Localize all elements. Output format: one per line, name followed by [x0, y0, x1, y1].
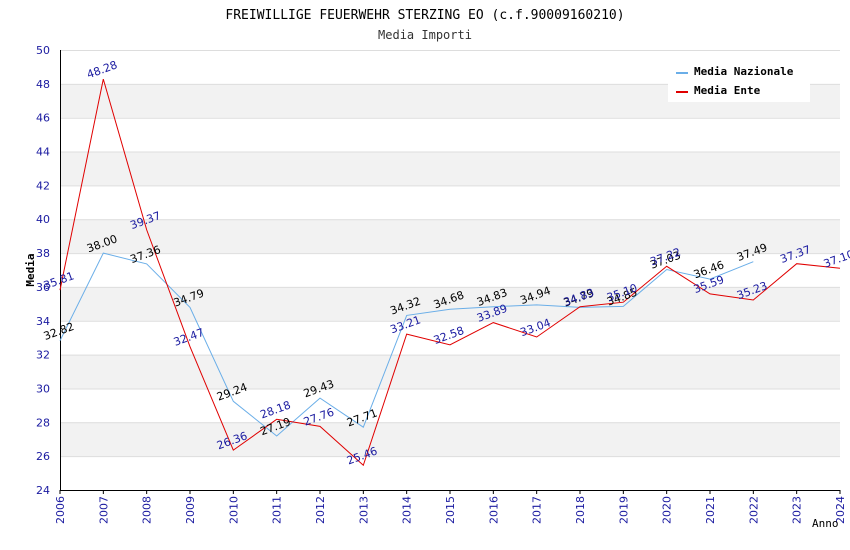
- x-tick-label: 2013: [357, 496, 370, 524]
- y-tick-label: 26: [36, 450, 50, 463]
- y-tick-label: 30: [36, 382, 50, 395]
- y-tick-label: 44: [36, 146, 50, 159]
- x-tick-label: 2008: [141, 496, 154, 524]
- x-axis-label: Anno: [812, 517, 839, 530]
- y-tick-label: 46: [36, 112, 50, 125]
- chart-subtitle: Media Importi: [378, 28, 472, 42]
- y-tick-label: 36: [36, 281, 50, 294]
- x-tick-labels: 2006 2007 2008 2009 2010 2011 2012 2013 2014 2015…: [54, 490, 847, 524]
- y-tick-label: 28: [36, 416, 50, 429]
- y-tick-label: 34: [36, 315, 50, 328]
- x-tick-label: 2010: [227, 496, 240, 524]
- x-tick-label: 2024: [834, 496, 847, 524]
- x-tick-label: 2014: [401, 496, 414, 524]
- x-tick-label: 2012: [314, 496, 327, 524]
- plot-band: [60, 354, 840, 389]
- x-tick-label: 2023: [791, 496, 804, 524]
- x-tick-label: 2009: [184, 496, 197, 524]
- data-label-media-ente: 32.47: [172, 326, 206, 349]
- y-tick-label: 24: [36, 484, 50, 497]
- chart-title: FREIWILLIGE FEUERWEHR STERZING EO (c.f.9…: [225, 8, 624, 23]
- y-tick-label: 40: [36, 213, 50, 226]
- plot-band: [60, 151, 840, 186]
- x-tick-label: 2017: [531, 496, 544, 524]
- legend-label-media-ente: Media Ente: [694, 84, 761, 97]
- x-tick-label: 2007: [97, 496, 110, 524]
- y-tick-labels: 24 26 28 30 32 34 36 38 40 42 44 46 48 50: [36, 44, 50, 497]
- x-tick-label: 2020: [661, 496, 674, 524]
- legend-label-media-nazionale: Media Nazionale: [694, 65, 794, 78]
- data-label-media-ente: 48.28: [85, 58, 119, 81]
- x-tick-label: 2022: [747, 496, 760, 524]
- x-tick-label: 2006: [54, 496, 67, 524]
- x-tick-label: 2011: [271, 496, 284, 524]
- plot-band: [60, 286, 840, 321]
- legend-box: [668, 60, 810, 102]
- legend: Media Nazionale Media Ente: [668, 60, 810, 102]
- y-tick-label: 48: [36, 78, 50, 91]
- x-tick-label: 2019: [617, 496, 630, 524]
- series-line-media-nazionale: [59, 252, 754, 437]
- plot-band: [60, 422, 840, 457]
- series-lines: [59, 78, 841, 467]
- y-axis-label: Media: [24, 253, 37, 286]
- plot-band: [60, 219, 840, 254]
- data-label-media-ente: 32.58: [432, 324, 466, 347]
- x-tick-label: 2018: [574, 496, 587, 524]
- y-tick-label: 32: [36, 349, 50, 362]
- x-tick-label: 2021: [704, 496, 717, 524]
- y-tick-label: 42: [36, 179, 50, 192]
- y-tick-label: 38: [36, 247, 50, 260]
- x-tick-label: 2015: [444, 496, 457, 524]
- series-line-media-ente: [59, 78, 841, 467]
- x-tick-label: 2016: [487, 496, 500, 524]
- y-tick-label: 50: [36, 44, 50, 57]
